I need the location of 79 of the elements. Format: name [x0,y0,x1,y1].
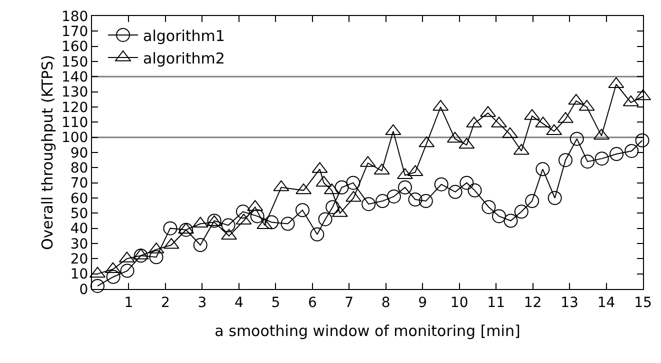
point [594,152,609,166]
point [610,147,624,162]
y-tick-label: 20 [70,252,88,268]
y-tick-label: 150 [61,54,88,70]
x-tick-label: 13 [560,294,578,311]
x-tick-label: 11 [487,294,505,311]
y-tick-label: 180 [61,8,88,25]
point [318,212,332,226]
x-tick-label: 12 [524,294,542,311]
x-tick-label: 10 [450,294,468,311]
y-tick-label: 120 [61,100,88,116]
point [624,144,639,158]
x-tick-label: 15 [634,294,652,311]
y-tick-label: 0 [79,282,88,298]
x-tick-label: 4 [234,294,244,311]
y-axis-title: Overall throughput (KTPS) [38,54,57,250]
point [525,194,540,208]
x-tick-label: 7 [344,294,354,311]
point [448,184,462,199]
y-tick-label: 10 [70,266,88,283]
x-tick-label: 5 [271,294,280,311]
y-tick-label: 70 [70,176,88,192]
legend-label: algorithm1 [143,26,225,45]
point [264,215,279,230]
point [326,200,340,214]
x-tick-label: 2 [161,294,170,311]
point [386,189,401,204]
point [418,194,433,208]
point [635,133,650,148]
legend-label: algorithm2 [143,49,225,68]
point [163,221,178,236]
point [398,180,412,194]
point [492,209,506,224]
point [280,216,295,231]
point [295,203,310,218]
y-tick-label: 170 [61,24,88,40]
y-tick-label: 40 [70,221,88,238]
point [580,154,595,169]
point [346,176,360,190]
point [149,250,164,264]
x-tick-label: 14 [597,294,616,311]
point [482,200,496,214]
point [193,238,208,252]
point [120,264,134,278]
point [434,177,448,192]
point [504,214,518,228]
point [310,227,324,242]
x-tick-label: 9 [418,294,428,311]
point [376,194,390,208]
x-tick-label: 8 [381,294,390,311]
x-tick-label: 3 [198,294,207,311]
y-tick-label: 160 [61,39,88,56]
point [334,180,349,194]
x-axis-title: a smoothing window of monitoring [min] [214,322,520,340]
point [468,183,482,198]
point [90,278,105,293]
point [570,132,584,146]
point [250,209,264,224]
point [558,153,572,168]
y-tick-label: 130 [61,84,88,101]
y-tick-label: 100 [61,130,88,146]
point [362,197,376,212]
point [221,218,236,232]
point [548,191,562,205]
y-tick-label: 60 [70,190,88,207]
point [460,176,474,190]
y-tick-label: 50 [70,206,88,222]
point [536,162,550,176]
y-tick-label: 110 [61,115,88,132]
y-tick-label: 140 [61,70,88,86]
x-tick-label: 6 [308,294,317,311]
y-tick-label: 80 [70,160,88,177]
point [106,270,120,284]
point [236,204,250,219]
point [408,192,422,207]
x-tick-label: 1 [124,294,134,311]
point [514,204,528,219]
y-tick-label: 30 [70,236,88,252]
y-tick-label: 90 [70,145,88,162]
